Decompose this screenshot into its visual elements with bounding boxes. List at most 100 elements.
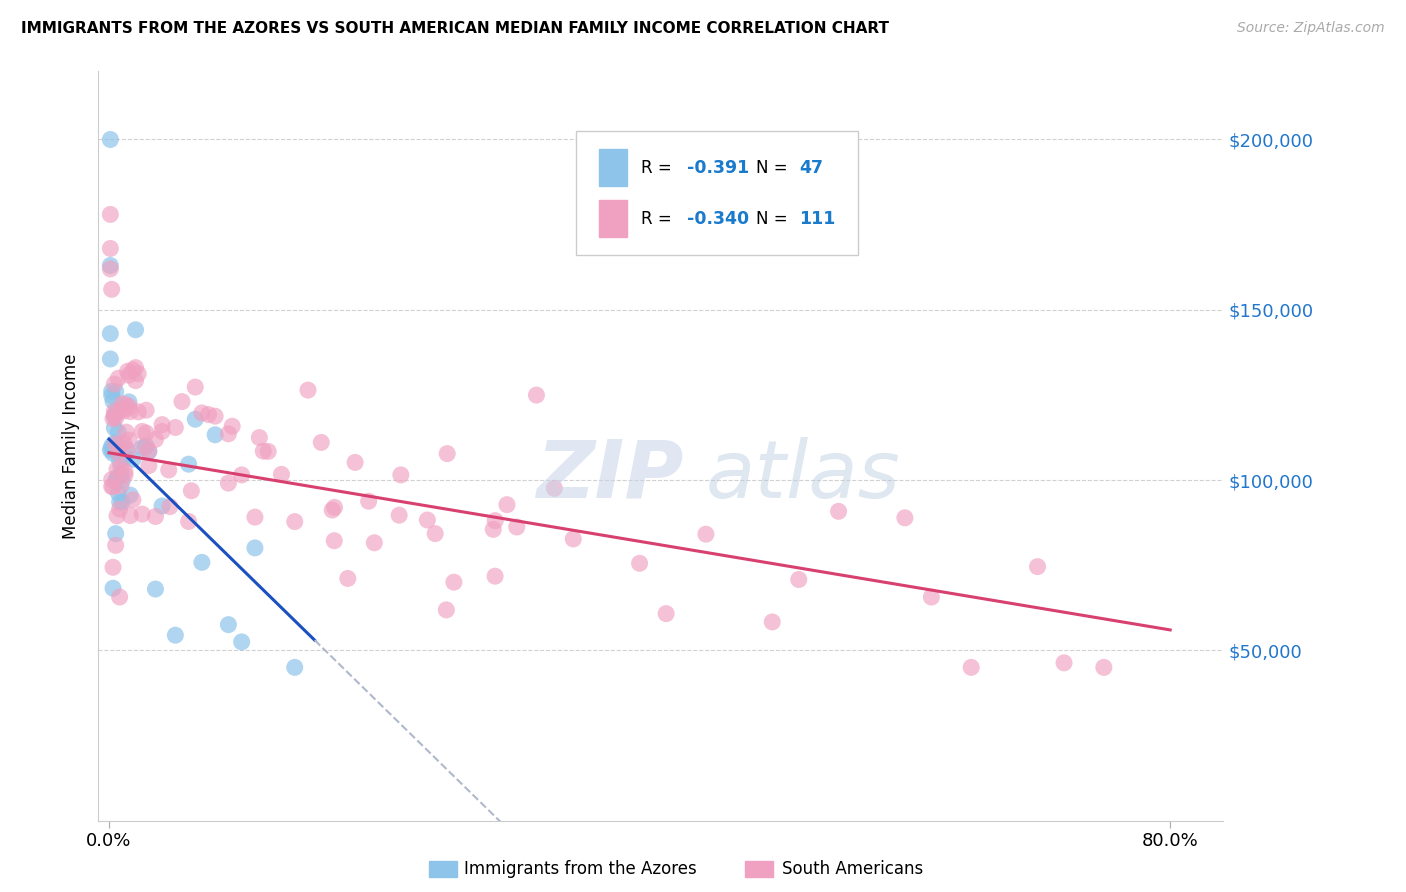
Point xyxy=(100,479,122,493)
Point xyxy=(101,581,124,595)
Point xyxy=(103,436,125,450)
Point xyxy=(231,635,253,649)
Point xyxy=(191,555,214,569)
Point xyxy=(184,380,207,394)
FancyBboxPatch shape xyxy=(576,131,858,255)
Point xyxy=(135,425,157,440)
Point xyxy=(284,660,307,674)
Point xyxy=(131,425,153,439)
Point xyxy=(150,499,173,513)
Point xyxy=(323,500,346,515)
Text: ZIP: ZIP xyxy=(536,437,683,515)
Point xyxy=(114,450,136,465)
Point xyxy=(217,617,239,632)
Point xyxy=(114,465,136,479)
Point xyxy=(110,479,132,493)
Point xyxy=(827,504,849,518)
Point xyxy=(145,582,167,596)
Text: -0.340: -0.340 xyxy=(686,210,749,227)
Text: N =: N = xyxy=(756,159,793,177)
Point xyxy=(134,440,156,454)
Point xyxy=(100,473,122,487)
Point xyxy=(114,468,136,483)
Point xyxy=(309,435,332,450)
Point xyxy=(363,535,385,549)
Text: R =: R = xyxy=(641,210,676,227)
Point xyxy=(103,377,125,392)
Point xyxy=(112,435,135,450)
Point xyxy=(127,405,149,419)
Point xyxy=(124,323,146,337)
Point xyxy=(98,261,121,276)
Point xyxy=(107,425,129,440)
Point xyxy=(118,400,141,414)
Point xyxy=(221,419,243,434)
Point xyxy=(204,427,226,442)
Point xyxy=(506,520,529,534)
Point xyxy=(111,474,134,488)
Point xyxy=(284,515,307,529)
Point xyxy=(107,371,129,385)
Point xyxy=(118,368,141,383)
Point xyxy=(108,454,131,468)
Point xyxy=(484,514,506,528)
Point xyxy=(270,467,292,482)
Point xyxy=(1026,559,1049,574)
Point xyxy=(243,510,266,524)
Point xyxy=(127,367,149,381)
Point xyxy=(297,383,319,397)
Point xyxy=(107,445,129,459)
Point xyxy=(170,394,193,409)
Point xyxy=(416,513,439,527)
Point xyxy=(100,442,122,456)
Point xyxy=(115,398,138,412)
Point xyxy=(103,404,125,418)
Text: N =: N = xyxy=(756,210,793,227)
Point xyxy=(388,508,411,523)
Point xyxy=(197,408,219,422)
Point xyxy=(98,351,121,366)
Point xyxy=(103,409,125,424)
Point xyxy=(105,403,128,417)
Point xyxy=(135,439,157,453)
Point xyxy=(231,467,253,482)
Point xyxy=(120,488,142,502)
Bar xyxy=(599,200,627,237)
Point xyxy=(257,444,280,458)
Point xyxy=(100,282,122,296)
Point xyxy=(180,483,202,498)
Point xyxy=(920,590,942,604)
Point xyxy=(165,420,187,434)
Point xyxy=(787,573,810,587)
Point xyxy=(100,388,122,402)
Point xyxy=(122,363,145,377)
Point xyxy=(104,538,127,552)
Text: Immigrants from the Azores: Immigrants from the Azores xyxy=(464,860,697,878)
Text: -0.391: -0.391 xyxy=(686,159,749,177)
Text: Source: ZipAtlas.com: Source: ZipAtlas.com xyxy=(1237,21,1385,36)
Point xyxy=(543,481,565,495)
Point xyxy=(105,471,128,485)
Point xyxy=(110,467,132,481)
Point xyxy=(124,360,146,375)
Point xyxy=(425,526,447,541)
Point xyxy=(98,259,121,273)
Point xyxy=(157,463,180,477)
Point xyxy=(105,462,128,476)
Point xyxy=(482,522,505,536)
Point xyxy=(443,575,465,590)
Point xyxy=(122,492,145,507)
Point xyxy=(108,502,131,516)
Point xyxy=(111,402,134,417)
Text: atlas: atlas xyxy=(706,437,901,515)
Text: R =: R = xyxy=(641,159,676,177)
Point xyxy=(562,532,585,546)
Point xyxy=(104,384,127,399)
Point xyxy=(894,511,917,525)
Point xyxy=(191,406,214,420)
Point xyxy=(695,527,717,541)
Point xyxy=(108,495,131,509)
Y-axis label: Median Family Income: Median Family Income xyxy=(62,353,80,539)
Point xyxy=(122,452,145,467)
Point xyxy=(118,395,141,409)
